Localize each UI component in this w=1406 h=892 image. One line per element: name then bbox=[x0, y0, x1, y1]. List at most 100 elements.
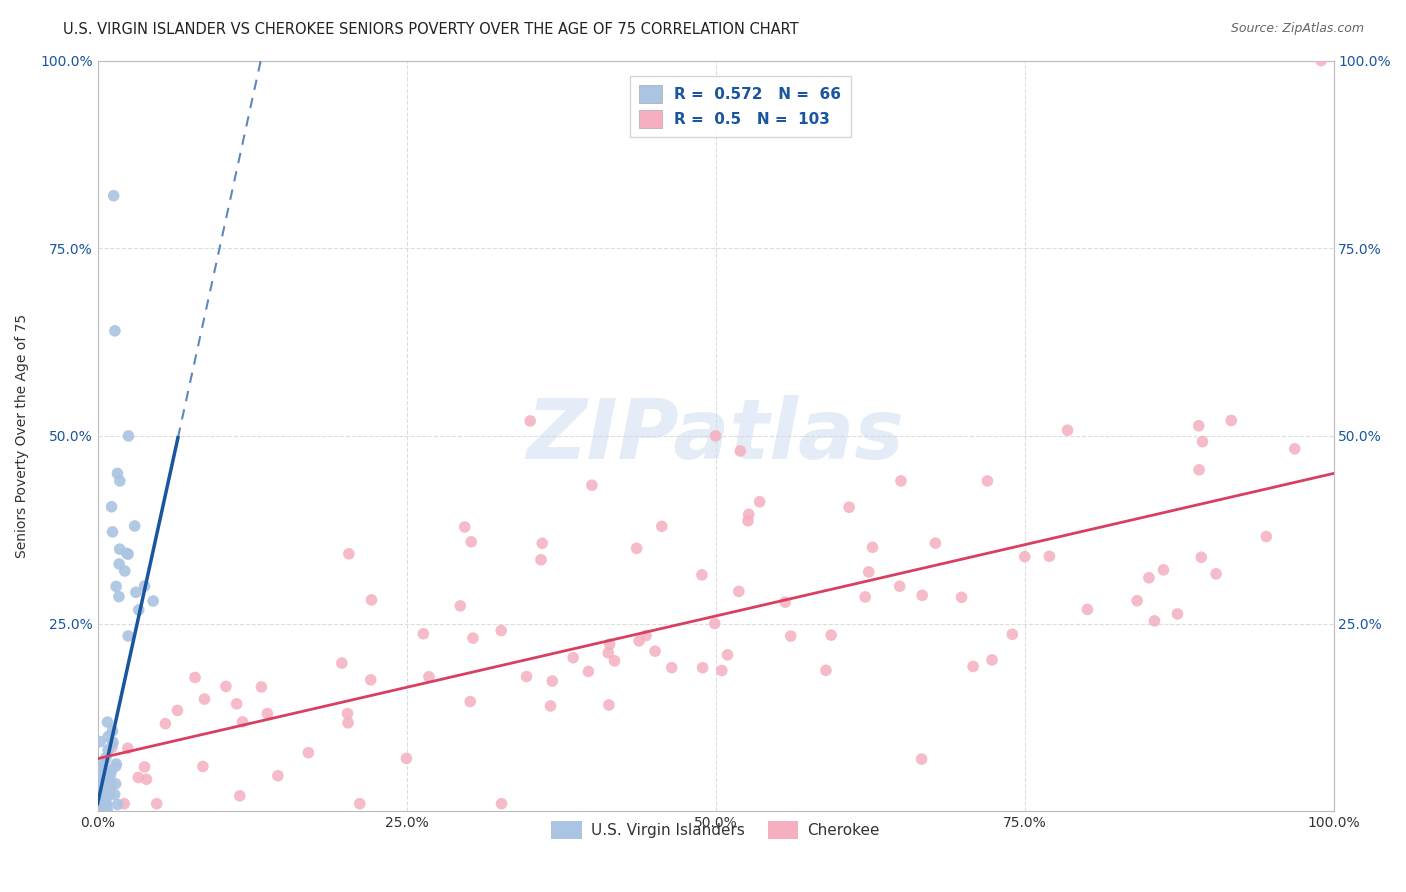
Point bbox=[97, 730, 120, 744]
Point bbox=[89, 784, 111, 798]
Point bbox=[519, 414, 541, 428]
Point bbox=[515, 669, 537, 683]
Point bbox=[232, 714, 254, 729]
Point bbox=[1310, 54, 1333, 68]
Point bbox=[89, 765, 111, 780]
Point bbox=[853, 590, 876, 604]
Point bbox=[97, 784, 120, 798]
Point bbox=[1076, 602, 1098, 616]
Point bbox=[108, 557, 131, 571]
Point bbox=[814, 663, 837, 677]
Point bbox=[193, 692, 215, 706]
Point bbox=[336, 706, 359, 721]
Point bbox=[166, 703, 188, 717]
Point bbox=[628, 633, 651, 648]
Point bbox=[101, 736, 124, 750]
Point bbox=[950, 591, 973, 605]
Point bbox=[100, 500, 122, 514]
Point bbox=[1137, 571, 1160, 585]
Point bbox=[820, 628, 842, 642]
Point bbox=[1189, 550, 1212, 565]
Point bbox=[1191, 434, 1213, 449]
Point bbox=[108, 542, 131, 557]
Point bbox=[1143, 614, 1166, 628]
Point bbox=[461, 631, 484, 645]
Point bbox=[93, 772, 115, 786]
Point bbox=[112, 797, 135, 811]
Point bbox=[710, 664, 733, 678]
Point bbox=[107, 467, 129, 481]
Point bbox=[108, 590, 131, 604]
Point bbox=[96, 803, 118, 817]
Point bbox=[100, 764, 122, 778]
Point bbox=[104, 788, 127, 802]
Point bbox=[104, 759, 127, 773]
Point bbox=[418, 670, 440, 684]
Point bbox=[125, 585, 148, 599]
Point bbox=[96, 798, 118, 813]
Point bbox=[858, 565, 880, 579]
Point bbox=[704, 429, 727, 443]
Point bbox=[297, 746, 319, 760]
Point bbox=[124, 519, 146, 533]
Point bbox=[449, 599, 471, 613]
Point bbox=[599, 637, 621, 651]
Point bbox=[98, 778, 121, 792]
Point bbox=[155, 716, 177, 731]
Point bbox=[101, 723, 124, 738]
Point bbox=[360, 593, 382, 607]
Point bbox=[101, 740, 124, 755]
Point bbox=[1001, 627, 1024, 641]
Point bbox=[93, 772, 115, 786]
Point bbox=[349, 797, 371, 811]
Point bbox=[94, 784, 117, 798]
Point bbox=[727, 584, 749, 599]
Point bbox=[1038, 549, 1060, 564]
Point bbox=[540, 698, 562, 713]
Point bbox=[115, 546, 138, 560]
Point bbox=[256, 706, 278, 721]
Point bbox=[101, 735, 124, 749]
Point bbox=[460, 534, 482, 549]
Point bbox=[96, 797, 118, 811]
Point bbox=[581, 478, 603, 492]
Text: U.S. VIRGIN ISLANDER VS CHEROKEE SENIORS POVERTY OVER THE AGE OF 75 CORRELATION : U.S. VIRGIN ISLANDER VS CHEROKEE SENIORS… bbox=[63, 22, 799, 37]
Point bbox=[117, 741, 139, 756]
Point bbox=[117, 429, 139, 443]
Point bbox=[690, 567, 713, 582]
Point bbox=[603, 654, 626, 668]
Point bbox=[134, 579, 156, 593]
Point bbox=[910, 752, 932, 766]
Point bbox=[215, 679, 238, 693]
Point bbox=[454, 520, 477, 534]
Point bbox=[94, 750, 117, 764]
Point bbox=[748, 494, 770, 508]
Point bbox=[976, 474, 998, 488]
Point bbox=[96, 767, 118, 781]
Point bbox=[134, 760, 156, 774]
Point bbox=[93, 764, 115, 778]
Point bbox=[737, 514, 759, 528]
Point bbox=[98, 787, 121, 801]
Point bbox=[890, 474, 912, 488]
Point bbox=[89, 788, 111, 802]
Point bbox=[98, 780, 121, 794]
Point bbox=[114, 564, 136, 578]
Point bbox=[703, 616, 725, 631]
Point bbox=[337, 547, 360, 561]
Point bbox=[330, 656, 353, 670]
Point bbox=[96, 767, 118, 781]
Point bbox=[97, 789, 120, 804]
Point bbox=[636, 629, 658, 643]
Point bbox=[862, 541, 884, 555]
Point bbox=[135, 772, 157, 787]
Point bbox=[889, 579, 911, 593]
Point bbox=[576, 665, 599, 679]
Point bbox=[142, 594, 165, 608]
Point bbox=[838, 500, 860, 515]
Point bbox=[96, 715, 118, 730]
Point bbox=[89, 803, 111, 817]
Point bbox=[94, 794, 117, 808]
Point bbox=[117, 629, 139, 643]
Point bbox=[337, 715, 360, 730]
